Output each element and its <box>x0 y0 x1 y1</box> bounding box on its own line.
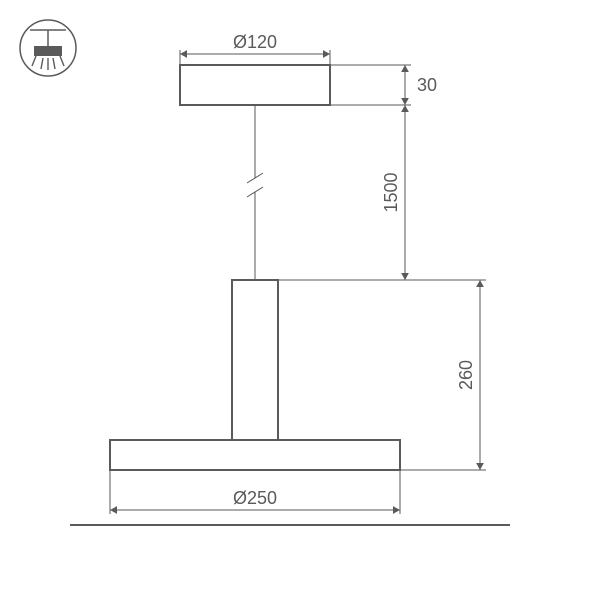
dim-top-diameter: Ø120 <box>233 32 277 52</box>
dim-wire-length: 1500 <box>381 172 401 212</box>
stem <box>232 280 278 440</box>
dim-body-height: 260 <box>456 360 476 390</box>
canopy <box>180 65 330 105</box>
dim-canopy-height: 30 <box>417 75 437 95</box>
lamp-head <box>110 440 400 470</box>
dim-bottom-diameter: Ø250 <box>233 488 277 508</box>
